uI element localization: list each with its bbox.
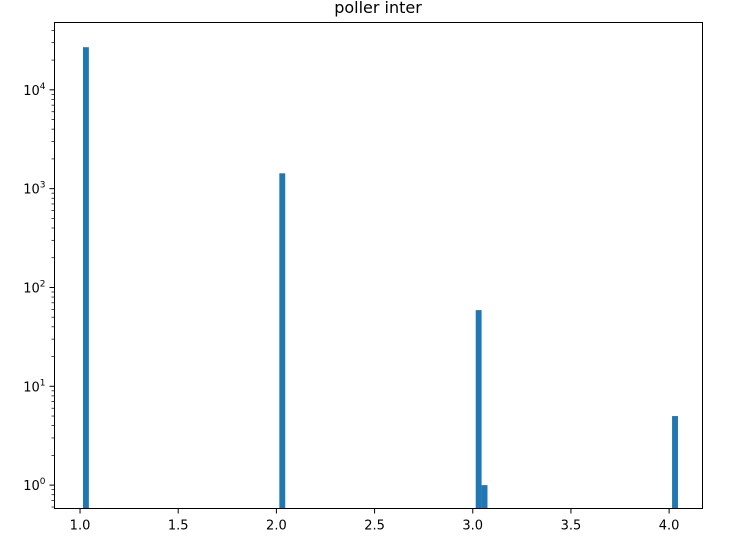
x-tick-label-6: 4.0 [659,519,680,534]
chart-title: poller inter [334,0,422,17]
plot-frame [54,22,703,509]
x-tick-label-3: 2.5 [364,519,385,534]
y-tick-label-3: 103 [23,181,45,198]
bar-3 [481,485,488,509]
x-axis: 1.0 1.5 2.0 2.5 3.0 3.5 4.0 [70,508,680,534]
y-tick-label-0: 100 [23,477,46,494]
x-tick-label-2: 2.0 [266,519,287,534]
bar-1 [279,173,286,509]
x-tick-label-0: 1.0 [70,519,91,534]
x-tick-label-1: 1.5 [168,519,189,534]
bars-group [82,47,678,509]
y-tick-label-1: 101 [23,378,45,395]
y-tick-label-4: 104 [23,82,46,99]
x-tick-label-4: 3.0 [462,519,483,534]
bar-2 [475,310,482,509]
bar-0 [82,47,89,509]
bar-4 [672,416,678,509]
x-tick-label-5: 3.5 [561,519,582,534]
y-axis: 100 101 102 103 104 [23,29,55,508]
y-tick-label-2: 102 [23,279,45,296]
